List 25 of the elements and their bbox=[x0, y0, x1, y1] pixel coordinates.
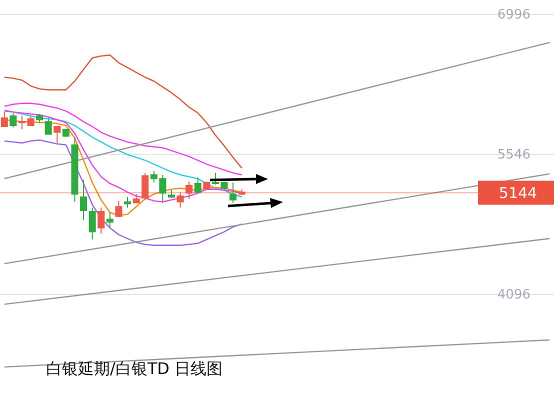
candlestick bbox=[176, 192, 184, 208]
text: 白银延期/白银TD 日线图 bbox=[46, 359, 223, 378]
candlestick bbox=[44, 117, 52, 135]
candlestick bbox=[54, 126, 61, 144]
candlestick bbox=[98, 207, 105, 234]
candlestick bbox=[115, 200, 122, 218]
y-tick-label: 4096 bbox=[497, 287, 530, 302]
candlestick bbox=[10, 112, 17, 128]
line-series bbox=[4, 102, 242, 176]
candlestick bbox=[142, 172, 149, 200]
candlestick bbox=[230, 182, 237, 204]
candlestick bbox=[88, 207, 96, 240]
candlestick bbox=[124, 196, 132, 208]
candlestick bbox=[18, 115, 26, 130]
candlestick bbox=[27, 115, 34, 126]
line-series bbox=[4, 54, 242, 169]
candlestick bbox=[0, 112, 8, 128]
ref-line-label: 5144 bbox=[498, 184, 538, 202]
candlestick bbox=[80, 179, 88, 221]
line-series bbox=[4, 139, 242, 246]
y-tick-label: 6996 bbox=[497, 7, 530, 22]
y-tick-label: 5546 bbox=[497, 147, 530, 162]
candlestick bbox=[106, 212, 114, 228]
candlestick bbox=[186, 181, 193, 200]
candlestick bbox=[194, 177, 202, 194]
